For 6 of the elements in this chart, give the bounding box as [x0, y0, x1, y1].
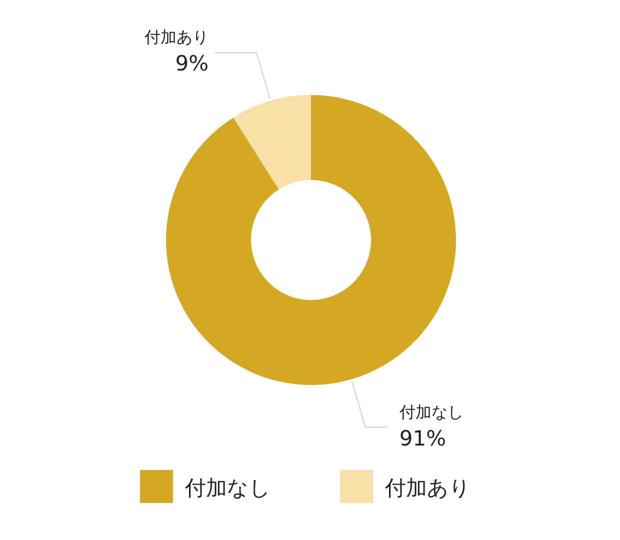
- data-label: 9%: [175, 52, 209, 76]
- slice-label: 付加あり: [144, 28, 209, 47]
- legend-label: 付加なし: [184, 476, 271, 500]
- data-label: 91%: [399, 426, 446, 450]
- legend-label: 付加あり: [384, 476, 471, 500]
- slice-label: 付加なし: [398, 402, 464, 422]
